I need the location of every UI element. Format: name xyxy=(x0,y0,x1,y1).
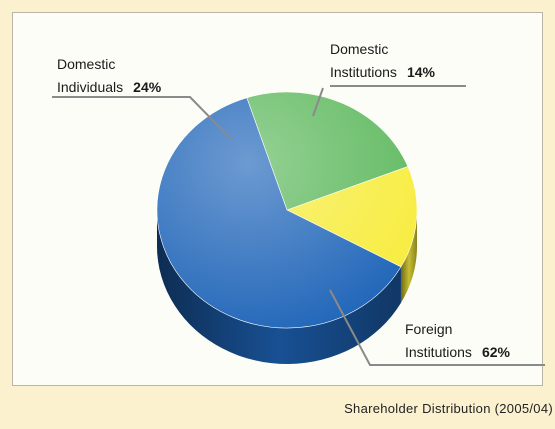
category-label: Domestic Individuals xyxy=(57,56,124,95)
value-label: 14% xyxy=(406,64,435,80)
slice-side-shade xyxy=(400,210,417,303)
slice-side-shade xyxy=(157,210,401,364)
leader-line xyxy=(52,96,233,141)
chart-caption: Shareholder Distribution (2005/04) xyxy=(344,401,553,416)
category-label: Foreign Institutions xyxy=(405,321,472,360)
leader-line xyxy=(329,289,545,366)
pie xyxy=(156,91,418,364)
slice-label: Foreign Institutions 62% xyxy=(405,318,510,364)
pie-highlight xyxy=(157,92,417,328)
value-label: 24% xyxy=(133,79,162,95)
slice-label: Domestic Individuals 24% xyxy=(57,53,161,99)
value-label: 62% xyxy=(481,344,510,360)
leader-line xyxy=(312,87,324,117)
category-label: Domestic Institutions xyxy=(330,41,397,80)
slice-label: Domestic Institutions 14% xyxy=(330,38,435,84)
